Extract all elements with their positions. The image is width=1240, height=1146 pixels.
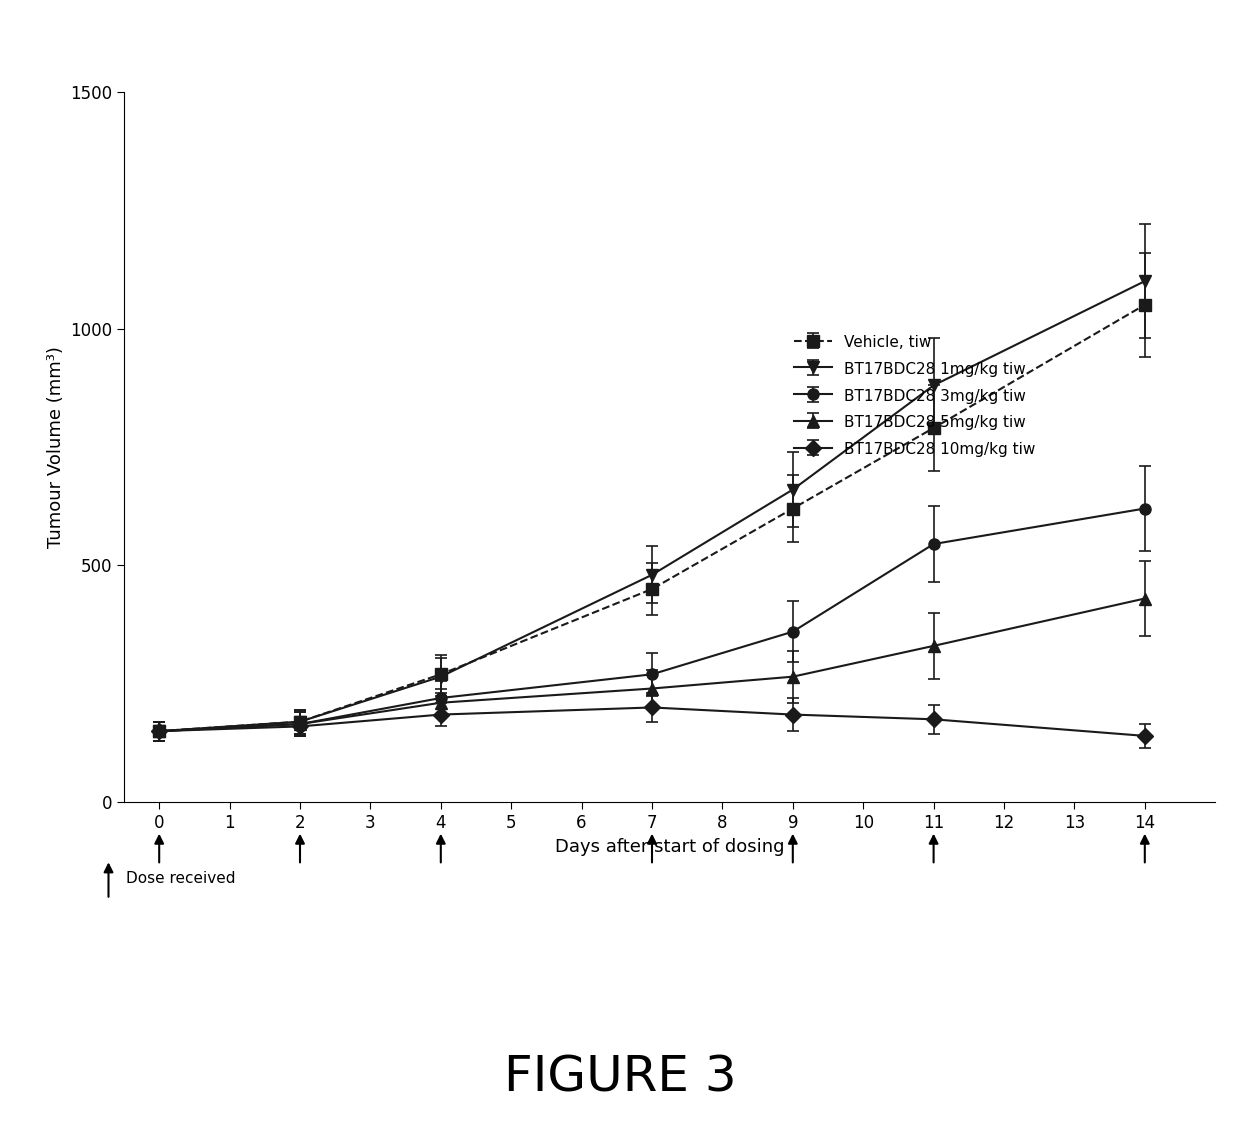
X-axis label: Days after start of dosing: Days after start of dosing <box>554 838 785 856</box>
Y-axis label: Tumour Volume (mm³): Tumour Volume (mm³) <box>47 346 64 548</box>
Text: Dose received: Dose received <box>126 871 236 887</box>
Legend: Vehicle, tiw, BT17BDC28 1mg/kg tiw, BT17BDC28 3mg/kg tiw, BT17BDC28 5mg/kg tiw, : Vehicle, tiw, BT17BDC28 1mg/kg tiw, BT17… <box>786 327 1043 464</box>
Text: FIGURE 3: FIGURE 3 <box>503 1053 737 1101</box>
